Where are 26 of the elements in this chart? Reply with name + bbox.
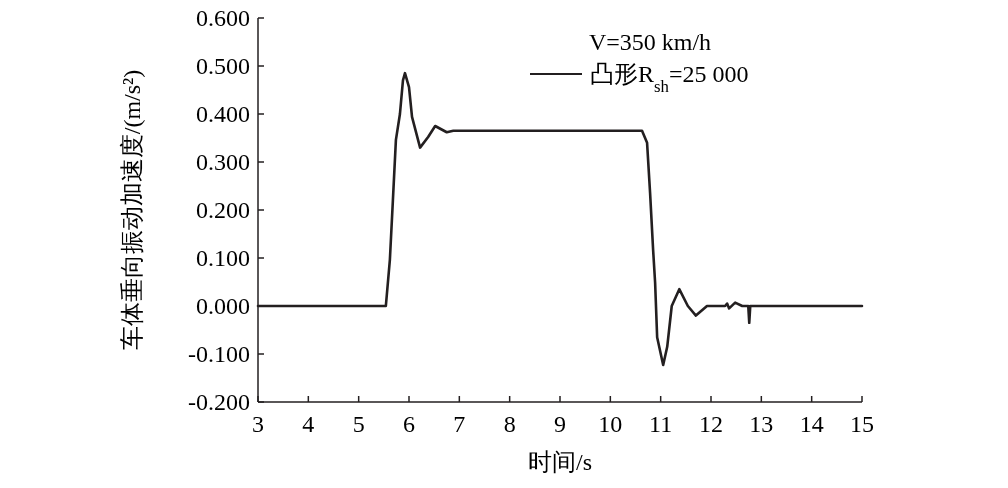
x-axis-title: 时间/s: [527, 449, 593, 475]
x-tick-label: 5: [352, 411, 365, 437]
legend-label: 凸形R$_{sh}$=25 000: [590, 61, 749, 96]
x-tick-label: 15: [850, 411, 874, 437]
y-tick-label: 0.400: [196, 101, 250, 128]
x-tick-label: 8: [503, 411, 516, 437]
y-axis-title: 车体垂向振动加速度/(m/s²): [119, 69, 145, 351]
x-tick-label: 3: [252, 411, 264, 437]
legend-title: V=350 km/h: [588, 29, 712, 55]
x-tick-label: 12: [699, 411, 723, 437]
y-tick-label: 0.500: [196, 53, 250, 80]
y-tick-label: -0.100: [188, 341, 250, 368]
x-tick-label: 7: [453, 411, 466, 437]
x-tick-label: 14: [799, 411, 824, 437]
x-tick-label: 13: [749, 411, 774, 437]
x-tick-label: 4: [302, 411, 315, 437]
x-tick-label: 9: [554, 411, 566, 437]
y-tick-label: 0.600: [196, 5, 250, 32]
x-tick-label: 10: [598, 411, 623, 437]
x-tick-label: 11: [649, 411, 673, 437]
y-tick-label: 0.300: [196, 149, 250, 176]
y-tick-label: 0.000: [196, 293, 250, 320]
y-tick-label: 0.100: [196, 245, 250, 272]
x-tick-label: 6: [403, 411, 415, 437]
y-tick-label: 0.200: [196, 197, 250, 224]
y-tick-label: -0.200: [188, 389, 250, 416]
